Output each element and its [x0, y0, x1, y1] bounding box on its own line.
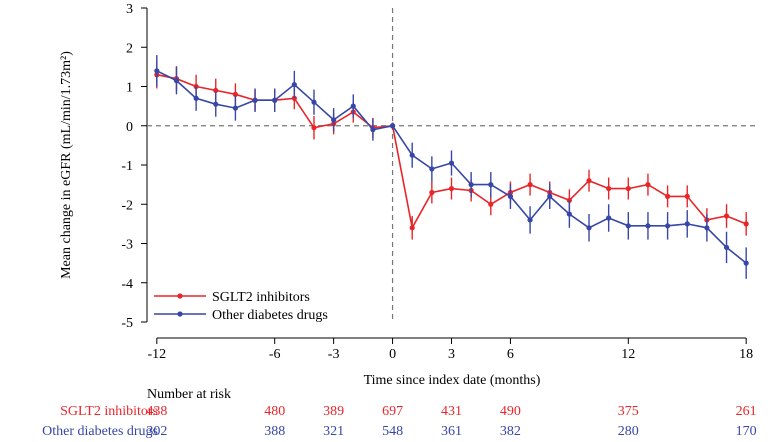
data-point-other-drugs: [723, 244, 730, 251]
y-axis-title: Mean change in eGFR (mL/min/1.73m²): [59, 51, 74, 279]
data-point-other-drugs: [507, 193, 514, 199]
y-tick-label: 0: [126, 120, 133, 135]
x-tick-label: 18: [739, 347, 753, 362]
data-point-other-drugs: [468, 182, 474, 188]
risk-cell-other-drugs: 170: [735, 424, 757, 439]
data-point-sglt2: [684, 193, 690, 199]
y-tick-label: -3: [121, 238, 133, 253]
risk-cell-other-drugs: 361: [441, 424, 462, 439]
x-tick-label: -3: [328, 347, 340, 362]
risk-cell-sglt2: 431: [441, 404, 462, 419]
series-other-drugs: [154, 55, 749, 279]
data-point-other-drugs: [625, 223, 631, 229]
risk-cell-other-drugs: 321: [323, 424, 345, 439]
y-tick-label: -5: [121, 316, 133, 331]
data-point-sglt2: [645, 182, 651, 188]
data-point-other-drugs: [213, 101, 219, 107]
data-point-sglt2: [232, 91, 239, 97]
risk-cell-other-drugs: 302: [146, 424, 168, 439]
risk-cell-sglt2: 480: [264, 404, 286, 419]
data-point-other-drugs: [409, 152, 415, 158]
data-point-sglt2: [213, 87, 219, 94]
risk-cell-sglt2: 697: [382, 404, 404, 419]
data-point-other-drugs: [154, 68, 160, 74]
data-point-other-drugs: [331, 117, 337, 123]
data-point-sglt2: [586, 178, 592, 184]
data-point-other-drugs: [252, 97, 258, 103]
data-point-other-drugs: [664, 223, 671, 229]
y-tick-label: -2: [121, 198, 133, 213]
legend-label-sglt2: SGLT2 inhibitors: [212, 290, 310, 305]
data-point-sglt2: [488, 201, 494, 207]
legend: SGLT2 inhibitors Other diabetes drugs: [154, 290, 328, 323]
data-point-sglt2: [409, 225, 415, 231]
data-point-other-drugs: [743, 260, 749, 266]
data-point-sglt2: [723, 213, 730, 219]
data-point-other-drugs: [291, 81, 297, 88]
x-tick-label: -6: [269, 347, 281, 362]
risk-row-label-other: Other diabetes drugs: [42, 424, 158, 439]
data-point-other-drugs: [173, 78, 180, 84]
series-layer: [154, 55, 749, 279]
data-point-sglt2: [527, 182, 533, 188]
data-point-other-drugs: [429, 166, 435, 172]
data-point-other-drugs: [684, 221, 690, 227]
x-axis-title: Time since index date (months): [364, 373, 541, 388]
x-tick-label: -12: [147, 347, 166, 362]
data-point-other-drugs: [232, 105, 239, 111]
risk-row-label-sglt2: SGLT2 inhibitors: [60, 404, 158, 419]
risk-table-title: Number at risk: [147, 387, 231, 402]
data-point-sglt2: [448, 185, 455, 192]
legend-label-other-drugs: Other diabetes drugs: [212, 308, 328, 323]
y-tick-label: 2: [126, 41, 133, 56]
data-point-other-drugs: [704, 225, 710, 231]
data-point-sglt2: [625, 185, 631, 192]
data-point-other-drugs: [645, 223, 651, 229]
data-point-sglt2: [606, 185, 612, 192]
y-tick-label: 3: [126, 2, 133, 17]
data-point-other-drugs: [527, 217, 533, 223]
legend-marker-sglt2: [177, 293, 183, 299]
risk-cell-sglt2: 490: [499, 404, 521, 419]
data-point-sglt2: [743, 221, 749, 227]
risk-cell-sglt2: 389: [323, 404, 345, 419]
series-sglt2: [154, 60, 749, 240]
data-point-other-drugs: [370, 127, 376, 133]
risk-cell-other-drugs: 382: [499, 424, 521, 439]
data-point-sglt2: [664, 193, 671, 199]
data-point-other-drugs: [311, 99, 317, 105]
data-point-other-drugs: [350, 103, 356, 109]
data-point-sglt2: [311, 125, 317, 131]
risk-cell-sglt2: 375: [617, 404, 639, 419]
risk-cell-other-drugs: 280: [617, 424, 639, 439]
data-point-other-drugs: [448, 160, 455, 166]
data-point-other-drugs: [272, 97, 278, 103]
y-tick-label: -4: [121, 277, 133, 292]
data-point-other-drugs: [488, 182, 494, 188]
y-tick-label: 1: [126, 81, 133, 96]
data-point-other-drugs: [566, 211, 572, 217]
x-tick-label: 6: [507, 347, 514, 362]
risk-cell-other-drugs: 548: [382, 424, 404, 439]
x-tick-label: 3: [448, 347, 455, 362]
data-point-sglt2: [566, 197, 572, 203]
y-tick-label: -1: [121, 159, 133, 174]
legend-marker-other-drugs: [177, 311, 183, 317]
data-point-other-drugs: [606, 215, 612, 221]
x-tick-label: 0: [389, 347, 396, 362]
data-point-other-drugs: [389, 123, 396, 129]
data-point-other-drugs: [586, 225, 592, 231]
risk-cell-other-drugs: 388: [264, 424, 286, 439]
data-point-other-drugs: [547, 193, 553, 199]
risk-cell-sglt2: 261: [735, 404, 757, 419]
x-tick-label: 12: [621, 347, 635, 362]
data-point-other-drugs: [193, 95, 199, 101]
risk-cell-sglt2: 438: [146, 404, 168, 419]
data-point-sglt2: [429, 189, 435, 196]
